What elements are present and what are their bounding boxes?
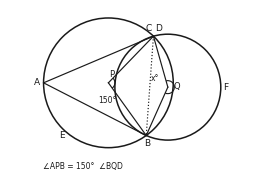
Text: A: A bbox=[34, 78, 40, 87]
Text: B: B bbox=[144, 139, 150, 148]
Text: E: E bbox=[59, 131, 64, 140]
Text: Q: Q bbox=[173, 82, 180, 91]
Text: F: F bbox=[223, 83, 228, 92]
Text: 150°: 150° bbox=[98, 96, 117, 105]
Text: D: D bbox=[155, 24, 162, 33]
Text: C: C bbox=[145, 24, 151, 33]
Text: ∠APB = 150°  ∠BQD: ∠APB = 150° ∠BQD bbox=[43, 162, 123, 171]
Text: P: P bbox=[109, 70, 115, 79]
Text: x°: x° bbox=[151, 74, 159, 83]
